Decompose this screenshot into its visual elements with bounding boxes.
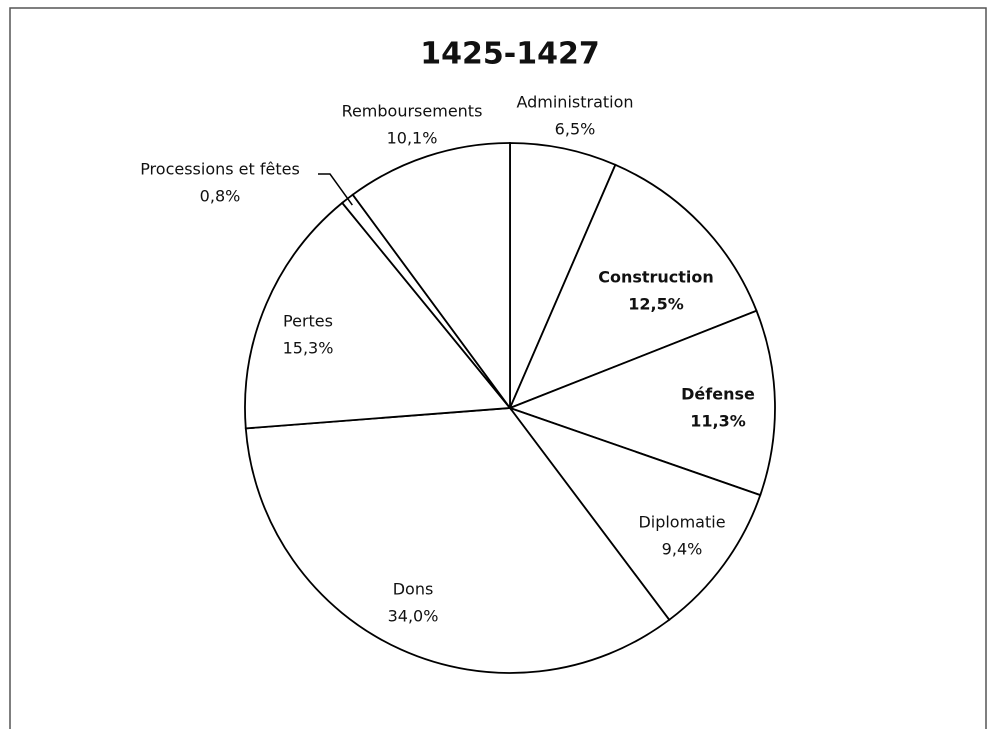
chart-title: 1425-1427 [420,37,599,72]
slice-label: Remboursements [342,102,483,121]
slice-label: Diplomatie [638,513,725,532]
leader-line [318,173,353,206]
chart-frame [9,7,987,729]
pie-slice [507,406,762,622]
slice-value-label: 9,4% [662,540,703,559]
slice-label: Construction [598,268,714,287]
slice-label: Pertes [283,312,333,331]
pie-slice [508,163,758,410]
slice-label: Processions et fêtes [140,160,300,179]
pie-slice [351,142,511,411]
slice-value-label: 15,3% [283,339,334,358]
pie-slice [244,201,512,430]
slice-value-label: 12,5% [628,295,684,314]
slice-label: Administration [516,93,633,112]
slice-value-label: 11,3% [690,412,746,431]
pie-slice [507,309,776,497]
slice-label: Défense [681,385,755,404]
slice-label: Dons [393,580,434,599]
pie-slice [244,407,671,674]
slice-value-label: 0,8% [200,187,241,206]
slice-value-label: 6,5% [555,120,596,139]
slice-value-label: 34,0% [388,607,439,626]
slice-value-label: 10,1% [387,129,438,148]
